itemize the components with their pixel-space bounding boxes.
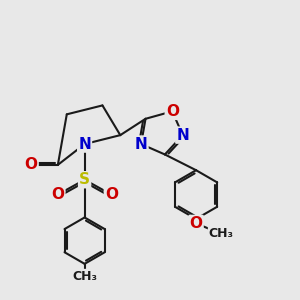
Text: S: S — [79, 172, 90, 187]
Text: N: N — [135, 136, 148, 152]
Text: O: O — [166, 104, 179, 119]
Text: N: N — [176, 128, 189, 142]
Text: O: O — [25, 158, 38, 172]
Text: N: N — [78, 136, 91, 152]
Text: CH₃: CH₃ — [209, 227, 234, 240]
Text: CH₃: CH₃ — [72, 270, 97, 283]
Text: O: O — [105, 187, 118, 202]
Text: O: O — [190, 216, 202, 231]
Text: O: O — [51, 187, 64, 202]
